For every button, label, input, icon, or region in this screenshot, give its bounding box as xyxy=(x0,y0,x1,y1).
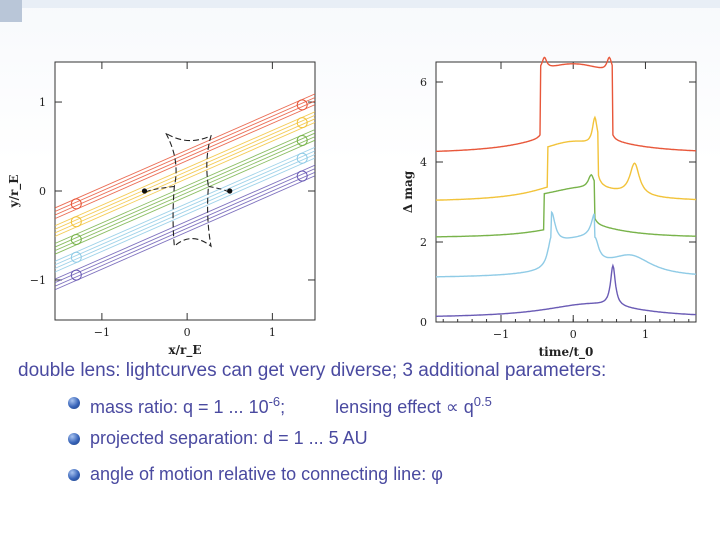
angle-text: angle of motion relative to connecting l… xyxy=(90,464,443,484)
caustic-cusp xyxy=(208,186,231,194)
trajectory-line xyxy=(55,164,315,280)
lightcurve-plot: −1 0 1 6 4 2 0 time/t_0 Δ mag xyxy=(401,56,697,360)
y-axis-label: Δ mag xyxy=(401,170,415,213)
lensing-effect-text: lensing effect ∝ q xyxy=(335,397,474,417)
lightcurve-light-blue xyxy=(436,210,697,278)
mass-ratio-text: mass ratio: q = 1 ... 10 xyxy=(90,397,269,417)
plot-frame xyxy=(435,61,697,323)
end-marker xyxy=(296,152,308,164)
trajectory-line xyxy=(55,146,315,262)
trajectory-line xyxy=(55,114,315,230)
corner-decoration xyxy=(0,0,22,22)
list-item-separation: projected separation: d = 1 ... 5 AU xyxy=(68,424,708,460)
end-marker xyxy=(296,170,308,182)
x-tick-label: −1 xyxy=(493,328,509,341)
list-item-mass-ratio: mass ratio: q = 1 ... 10-6; lensing effec… xyxy=(68,388,708,424)
y-tick-label: 6 xyxy=(420,76,427,89)
x-axis-label: x/r_E xyxy=(168,343,201,358)
trajectory-line xyxy=(55,129,315,244)
start-marker xyxy=(70,233,82,245)
trajectory-line xyxy=(55,175,315,291)
trajectory-line xyxy=(55,168,315,284)
trajectory-line xyxy=(55,100,315,216)
trajectory-line xyxy=(55,154,315,269)
trajectory-line xyxy=(55,111,315,227)
bullet-icon xyxy=(68,397,80,409)
list-item-angle: angle of motion relative to connecting l… xyxy=(68,460,708,496)
trajectory-group xyxy=(55,93,315,291)
bullet-icon xyxy=(68,469,80,481)
y-tick-label: 0 xyxy=(420,316,427,329)
separation-text: projected separation: d = 1 ... 5 AU xyxy=(90,428,368,448)
lens-mass-point xyxy=(227,188,233,194)
y-tick-label: 4 xyxy=(420,156,427,169)
trajectory-line xyxy=(55,121,315,237)
trajectory-line xyxy=(55,157,315,273)
trajectory-line xyxy=(55,150,315,266)
x-tick-label: −1 xyxy=(94,326,110,339)
y-tick-label: −1 xyxy=(30,274,46,287)
lensing-effect-exponent: 0.5 xyxy=(473,394,492,409)
heading-text: double lens: lightcurves can get very di… xyxy=(18,360,607,381)
start-marker xyxy=(70,251,82,263)
trajectory-line xyxy=(55,139,315,255)
mass-ratio-exponent: -6 xyxy=(268,394,281,409)
end-marker xyxy=(296,99,308,111)
y-tick-label: 0 xyxy=(39,185,46,198)
trajectory-line xyxy=(55,118,315,234)
lightcurve-red xyxy=(435,56,696,153)
x-tick-label: 0 xyxy=(570,328,577,341)
lightcurve-purple xyxy=(436,263,697,317)
x-axis-label: time/t_0 xyxy=(539,345,594,360)
lightcurve-green xyxy=(436,173,697,238)
trajectory-line xyxy=(55,136,315,252)
x-tick-label: 1 xyxy=(269,326,276,339)
mass-ratio-separator: ; xyxy=(280,397,286,417)
x-tick-label: 1 xyxy=(642,328,649,341)
end-marker xyxy=(296,117,308,129)
end-marker xyxy=(296,134,308,146)
caustic-cusp xyxy=(144,186,175,194)
trajectory-line xyxy=(55,104,315,219)
parameter-list: mass ratio: q = 1 ... 10-6; lensing effec… xyxy=(18,388,708,496)
trajectory-line xyxy=(55,132,315,248)
x-tick-label: 0 xyxy=(184,326,191,339)
trajectory-line xyxy=(55,171,315,287)
lightcurve-yellow xyxy=(435,115,696,201)
lens-mass-point xyxy=(141,188,148,194)
caption-block: double lens: lightcurves can get very di… xyxy=(18,360,708,496)
y-axis-label: y/r_E xyxy=(7,175,22,209)
trajectory-line xyxy=(55,97,315,212)
y-tick-label: 1 xyxy=(39,96,46,109)
start-marker xyxy=(70,216,82,228)
trajectory-plot: −1 0 1 1 0 −1 x/r_E y/r_E xyxy=(7,61,316,358)
trajectory-line xyxy=(55,93,315,209)
y-tick-label: 2 xyxy=(420,236,427,249)
bullet-icon xyxy=(68,433,80,445)
start-marker xyxy=(70,198,82,210)
start-marker xyxy=(70,269,82,281)
top-bar xyxy=(0,0,720,8)
